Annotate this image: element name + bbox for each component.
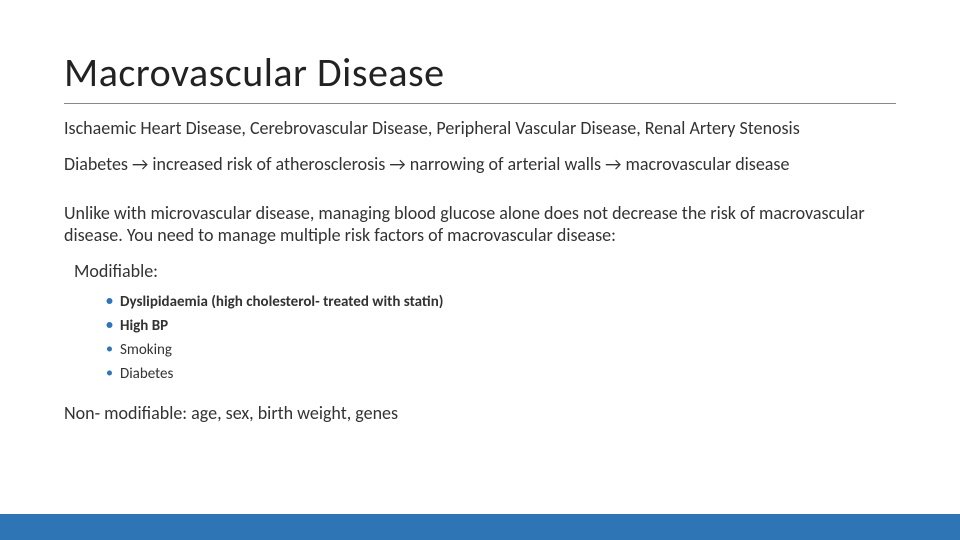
list-item: Smoking xyxy=(106,338,896,362)
modifiable-heading: Modifiable: xyxy=(74,260,896,282)
explanation-paragraph: Unlike with microvascular disease, manag… xyxy=(64,203,896,246)
list-item: High BP xyxy=(106,314,896,338)
footer-bar xyxy=(0,514,960,540)
pathway-line: Diabetes → increased risk of atheroscler… xyxy=(64,154,896,176)
list-item: Dyslipidaemia (high cholesterol- treated… xyxy=(106,290,896,314)
modifiable-list: Dyslipidaemia (high cholesterol- treated… xyxy=(106,290,896,386)
spacer xyxy=(64,189,896,203)
slide-title: Macrovascular Disease xyxy=(64,48,896,104)
disease-list-line: Ischaemic Heart Disease, Cerebrovascular… xyxy=(64,118,896,140)
non-modifiable-line: Non- modifiable: age, sex, birth weight,… xyxy=(64,402,896,424)
list-item: Diabetes xyxy=(106,362,896,386)
slide: Macrovascular Disease Ischaemic Heart Di… xyxy=(0,0,960,540)
